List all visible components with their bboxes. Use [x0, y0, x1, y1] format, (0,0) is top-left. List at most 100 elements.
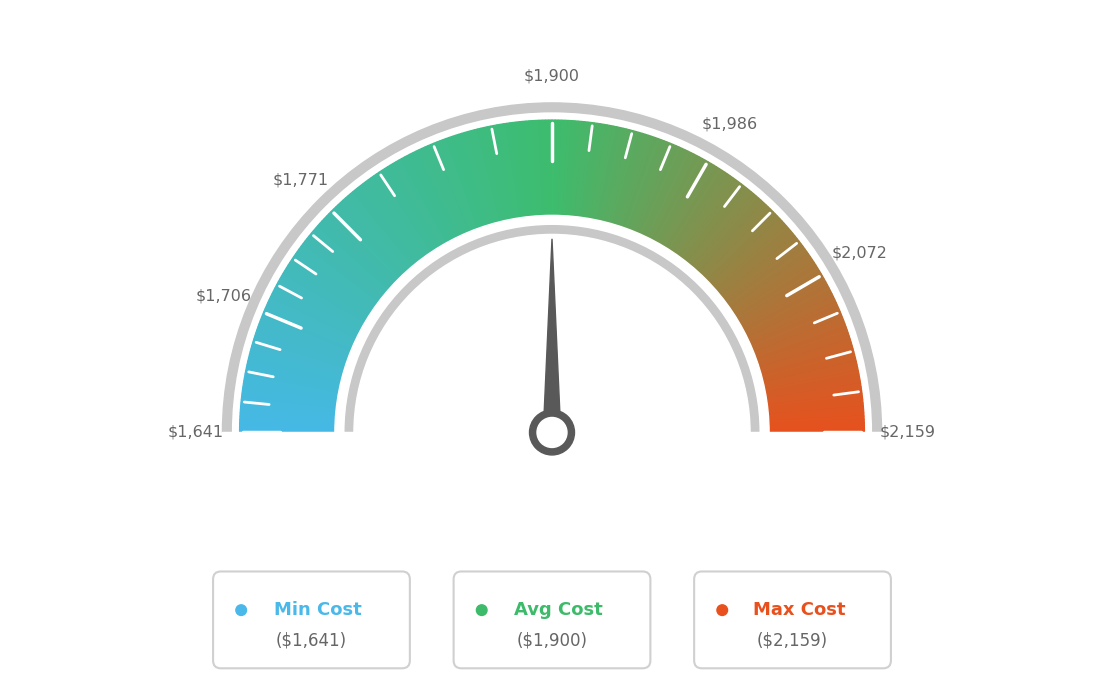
Wedge shape — [399, 159, 453, 253]
Wedge shape — [468, 130, 499, 234]
Wedge shape — [440, 139, 480, 240]
Wedge shape — [675, 181, 741, 268]
Wedge shape — [732, 279, 826, 333]
Wedge shape — [407, 154, 458, 250]
Wedge shape — [545, 120, 550, 226]
Wedge shape — [278, 279, 372, 333]
Wedge shape — [659, 166, 716, 257]
Wedge shape — [757, 410, 863, 420]
Wedge shape — [616, 135, 651, 237]
Text: ($2,159): ($2,159) — [757, 631, 828, 649]
Wedge shape — [265, 306, 363, 351]
Wedge shape — [624, 139, 664, 240]
Wedge shape — [246, 364, 351, 390]
Wedge shape — [670, 176, 733, 264]
Wedge shape — [242, 393, 348, 408]
Wedge shape — [242, 390, 348, 406]
Polygon shape — [543, 239, 561, 433]
Wedge shape — [365, 180, 431, 267]
Wedge shape — [291, 257, 382, 318]
Wedge shape — [251, 345, 354, 377]
Text: $1,986: $1,986 — [701, 116, 757, 131]
Wedge shape — [614, 135, 648, 237]
Wedge shape — [465, 132, 497, 235]
Wedge shape — [393, 162, 449, 255]
Wedge shape — [384, 167, 444, 258]
Wedge shape — [597, 128, 624, 232]
Wedge shape — [461, 132, 495, 235]
Circle shape — [477, 605, 487, 615]
Wedge shape — [683, 192, 754, 275]
Wedge shape — [240, 416, 347, 424]
Text: $2,072: $2,072 — [831, 246, 888, 261]
Wedge shape — [425, 146, 470, 244]
Wedge shape — [371, 176, 434, 264]
Wedge shape — [733, 282, 827, 335]
Wedge shape — [758, 420, 864, 426]
Text: Avg Cost: Avg Cost — [513, 601, 603, 619]
Wedge shape — [431, 144, 474, 242]
Wedge shape — [603, 130, 633, 233]
Wedge shape — [757, 416, 864, 424]
Wedge shape — [240, 423, 346, 428]
Wedge shape — [757, 403, 863, 415]
Wedge shape — [507, 123, 524, 228]
Wedge shape — [758, 429, 864, 433]
Wedge shape — [750, 342, 852, 375]
Wedge shape — [734, 288, 830, 339]
Wedge shape — [458, 133, 492, 236]
Wedge shape — [248, 355, 352, 383]
Wedge shape — [411, 152, 460, 249]
Wedge shape — [662, 169, 722, 259]
Wedge shape — [756, 393, 862, 408]
Wedge shape — [340, 200, 414, 281]
FancyBboxPatch shape — [694, 571, 891, 669]
Wedge shape — [251, 348, 353, 379]
Wedge shape — [697, 209, 773, 286]
Wedge shape — [631, 144, 676, 244]
Wedge shape — [724, 259, 814, 320]
Wedge shape — [516, 122, 530, 228]
Wedge shape — [725, 262, 816, 322]
Wedge shape — [744, 321, 845, 361]
Wedge shape — [245, 374, 350, 396]
Wedge shape — [747, 333, 849, 368]
Wedge shape — [484, 127, 509, 231]
Wedge shape — [309, 233, 393, 303]
Wedge shape — [720, 252, 808, 315]
Wedge shape — [443, 139, 482, 239]
Wedge shape — [638, 148, 684, 246]
Wedge shape — [250, 352, 353, 381]
Wedge shape — [737, 297, 835, 345]
Wedge shape — [222, 103, 882, 433]
Wedge shape — [740, 302, 837, 348]
Wedge shape — [519, 121, 532, 228]
Circle shape — [236, 605, 246, 615]
Wedge shape — [745, 324, 846, 363]
Wedge shape — [428, 144, 473, 244]
Wedge shape — [416, 150, 464, 247]
Wedge shape — [382, 169, 442, 259]
Wedge shape — [641, 151, 691, 248]
Wedge shape — [648, 156, 700, 250]
Wedge shape — [754, 374, 859, 396]
Text: ($1,900): ($1,900) — [517, 631, 587, 649]
Wedge shape — [665, 170, 725, 261]
Wedge shape — [741, 306, 839, 351]
Wedge shape — [243, 384, 349, 402]
Wedge shape — [619, 137, 658, 239]
Wedge shape — [754, 371, 859, 394]
Wedge shape — [254, 336, 355, 371]
Wedge shape — [478, 128, 505, 233]
Wedge shape — [746, 326, 847, 364]
Wedge shape — [329, 212, 406, 288]
Wedge shape — [242, 397, 347, 411]
Wedge shape — [729, 270, 821, 328]
Wedge shape — [274, 288, 370, 339]
Wedge shape — [277, 282, 371, 335]
Text: $1,641: $1,641 — [168, 425, 224, 440]
Wedge shape — [622, 139, 661, 239]
Wedge shape — [263, 311, 362, 355]
Wedge shape — [574, 122, 588, 228]
Wedge shape — [722, 257, 813, 318]
